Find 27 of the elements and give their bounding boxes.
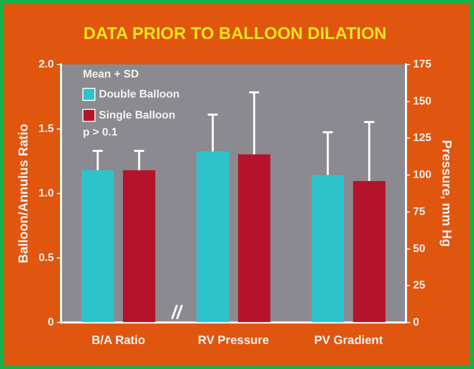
- y-tick-label: 0: [48, 316, 54, 329]
- legend-label: Double Balloon: [98, 88, 180, 100]
- y2-tick-label: 125: [413, 132, 432, 144]
- x-tick-label: RV Pressure: [198, 333, 270, 348]
- bar: [196, 151, 229, 322]
- y2-axis-title: Pressure, mm Hg: [440, 140, 455, 248]
- annotation: p > 0.1: [82, 126, 118, 138]
- chart-title: DATA PRIOR TO BALLOON DILATION: [83, 24, 387, 43]
- legend-label: Single Balloon: [98, 109, 176, 122]
- y-tick-label: 1.5: [38, 122, 54, 135]
- bar: [312, 175, 344, 322]
- y2-tick-label: 175: [413, 58, 432, 70]
- y-tick-label: 0.5: [38, 252, 54, 264]
- x-tick-label: PV Gradient: [314, 333, 383, 348]
- y2-tick-label: 150: [413, 95, 432, 108]
- y2-tick-label: 100: [413, 169, 432, 182]
- y2-tick-label: 0: [413, 316, 420, 329]
- bar: [238, 154, 270, 322]
- y2-tick-label: 75: [413, 206, 426, 218]
- y-tick-label: 1.0: [38, 188, 54, 200]
- y-axis-title: Balloon/Annulus Ratio: [15, 124, 30, 264]
- annotation: Mean + SD: [82, 68, 139, 80]
- y-tick-label: 2.0: [38, 58, 54, 70]
- x-tick-label: B/A Ratio: [92, 333, 146, 348]
- y2-tick-label: 50: [413, 242, 426, 255]
- bar: [353, 180, 386, 322]
- y2-tick-label: 25: [413, 280, 426, 292]
